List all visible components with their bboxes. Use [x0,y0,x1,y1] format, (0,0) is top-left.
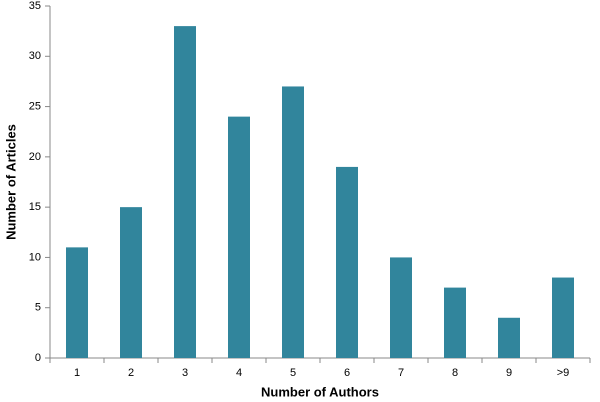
bar [390,257,412,358]
y-tick-label: 30 [29,50,41,62]
x-axis-title: Number of Authors [261,384,379,399]
x-tick-label: 4 [236,367,242,379]
bar [552,277,574,358]
x-tick-label: 2 [128,367,134,379]
y-tick-label: 15 [29,201,41,213]
bar [498,317,520,358]
y-tick-label: 25 [29,100,41,112]
bar [120,207,142,358]
bar [66,247,88,358]
y-axis-title: Number of Articles [3,124,18,240]
x-tick-label: 5 [290,367,296,379]
bar [228,116,250,358]
bar [444,287,466,358]
bar [282,86,304,358]
x-tick-label: 7 [398,367,404,379]
x-tick-label: 9 [506,367,512,379]
y-tick-label: 20 [29,151,41,163]
bar [336,166,358,358]
y-tick-label: 35 [29,0,41,12]
bar [174,26,196,358]
x-tick-label: 1 [74,367,80,379]
x-tick-label: 3 [182,367,188,379]
x-tick-label: 8 [452,367,458,379]
y-tick-label: 5 [35,302,41,314]
y-tick-label: 0 [35,352,41,364]
y-tick-label: 10 [29,251,41,263]
x-tick-label: >9 [557,367,570,379]
x-tick-label: 6 [344,367,350,379]
